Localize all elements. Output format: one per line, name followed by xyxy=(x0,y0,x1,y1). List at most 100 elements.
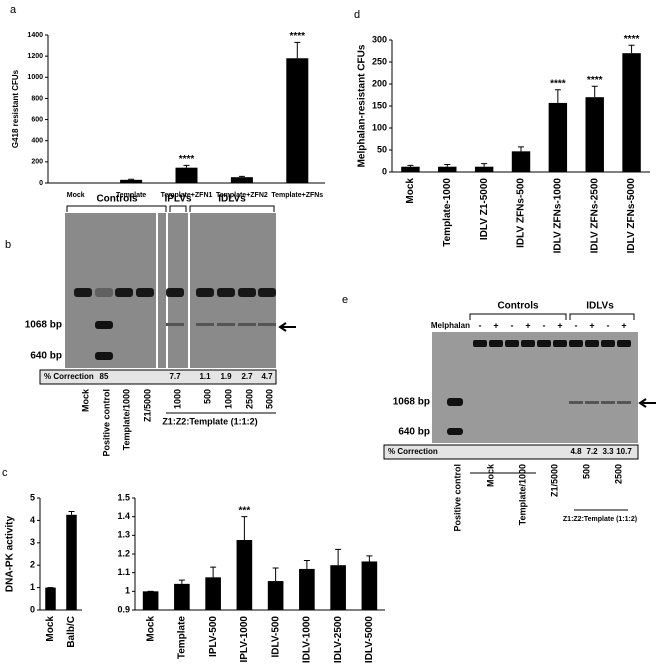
correction-value: 3.3 xyxy=(602,447,614,456)
error-bar xyxy=(481,163,488,167)
significance: **** xyxy=(179,154,195,165)
error-bar xyxy=(238,175,245,178)
lane-label: Mock xyxy=(80,388,90,412)
lane-label: Template/1000 xyxy=(121,389,131,450)
band xyxy=(95,288,113,297)
y-tick-label: 0.9 xyxy=(117,604,130,614)
y-axis-label: DNA-PK activity xyxy=(5,516,16,593)
band xyxy=(258,288,276,297)
band xyxy=(166,288,184,297)
group-bracket xyxy=(189,205,275,212)
lane-label: 5000 xyxy=(264,389,274,409)
y-tick-label: 1000 xyxy=(27,74,43,81)
x-tick-label: IDLV Z1-5000 xyxy=(479,178,490,240)
treatment-sign: + xyxy=(589,320,594,330)
x-tick-label: Template+ZFNs xyxy=(271,192,323,199)
treatment-sign: - xyxy=(479,320,482,330)
significance: **** xyxy=(624,34,640,45)
lane-label: 2500 xyxy=(613,464,623,484)
treatment-sign: - xyxy=(575,320,578,330)
correction-row xyxy=(383,444,639,460)
ratio-label: Z1:Z2:Template (1:1:2) xyxy=(162,416,257,426)
band xyxy=(258,323,276,326)
group-label: Controls xyxy=(497,301,539,312)
correction-row xyxy=(39,369,277,385)
lane-label: Z1/5000 xyxy=(142,389,152,422)
group-label: Controls xyxy=(96,194,138,205)
bar xyxy=(45,587,56,610)
treatment-label: Melphalan xyxy=(431,321,470,330)
bar xyxy=(142,591,159,610)
group-label: IDLVs xyxy=(586,301,614,312)
bar xyxy=(511,151,531,172)
significance: *** xyxy=(239,505,251,516)
bar xyxy=(361,561,378,610)
lane-label: 1000 xyxy=(172,389,182,409)
band xyxy=(617,340,631,347)
group-label: IDLVs xyxy=(218,194,246,205)
error-bar xyxy=(210,566,217,578)
band xyxy=(136,288,154,297)
band xyxy=(601,401,615,404)
y-tick-label: 800 xyxy=(31,95,43,102)
x-tick-label: IDLV-5000 xyxy=(364,616,375,663)
treatment-sign: - xyxy=(607,320,610,330)
band xyxy=(489,340,503,347)
error-bar xyxy=(444,164,451,167)
band xyxy=(569,340,583,347)
band xyxy=(617,401,631,404)
error-bar xyxy=(128,178,135,180)
bar xyxy=(267,581,284,610)
bar xyxy=(401,166,420,172)
y-tick-label: 1.4 xyxy=(117,511,130,521)
band xyxy=(196,323,214,326)
x-tick-label: IPLV-500 xyxy=(208,616,219,657)
y-tick-label: 1.2 xyxy=(117,548,130,558)
x-tick-label: IDLV ZFNs-5000 xyxy=(626,178,637,254)
y-tick-label: 1.1 xyxy=(117,567,130,577)
band xyxy=(217,288,235,297)
bar xyxy=(548,102,568,172)
error-bar xyxy=(554,89,561,103)
band xyxy=(217,323,235,326)
bar xyxy=(230,177,253,183)
x-tick-label: Template+ZFN1 xyxy=(161,192,213,199)
y-tick-label: 1 xyxy=(125,586,130,596)
band xyxy=(74,288,92,297)
y-tick-label: 600 xyxy=(31,116,43,123)
group-bracket xyxy=(569,313,635,320)
bar xyxy=(299,568,315,610)
treatment-sign: + xyxy=(525,320,530,330)
lane-label: 2500 xyxy=(244,389,254,409)
correction-value: 7.2 xyxy=(586,447,598,456)
y-tick-label: 1.3 xyxy=(117,530,130,540)
y-tick-label: 50 xyxy=(377,144,387,154)
treatment-sign: + xyxy=(557,320,562,330)
y-tick-label: 250 xyxy=(372,56,387,66)
group-bracket xyxy=(469,313,567,320)
error-bar xyxy=(628,44,635,54)
lane-label: Template/1000 xyxy=(517,464,527,525)
correction-value: 7.7 xyxy=(169,372,181,381)
ratio-label: Z1:Z2:Template (1:1:2) xyxy=(563,516,637,523)
bar xyxy=(120,179,143,183)
y-tick-label: 400 xyxy=(31,138,43,145)
y-tick-label: 1400 xyxy=(27,32,43,39)
x-tick-label: IDLV-1000 xyxy=(302,616,313,663)
bar xyxy=(286,58,309,183)
bar xyxy=(330,565,346,610)
correction-value: 1.9 xyxy=(220,372,232,381)
correction-value: 4.7 xyxy=(261,372,273,381)
band xyxy=(115,288,133,297)
band xyxy=(553,340,567,347)
band xyxy=(95,321,113,329)
panel-letter: e xyxy=(342,294,348,306)
treatment-sign: + xyxy=(493,320,498,330)
y-tick-label: 150 xyxy=(372,100,387,110)
treatment-sign: - xyxy=(543,320,546,330)
y-axis-label: Melphalan-resistant CFUs xyxy=(357,44,368,167)
marker-label: 640 bp xyxy=(398,427,430,438)
error-bar xyxy=(241,516,248,540)
band xyxy=(585,340,599,347)
x-tick-label: Mock xyxy=(405,178,416,204)
